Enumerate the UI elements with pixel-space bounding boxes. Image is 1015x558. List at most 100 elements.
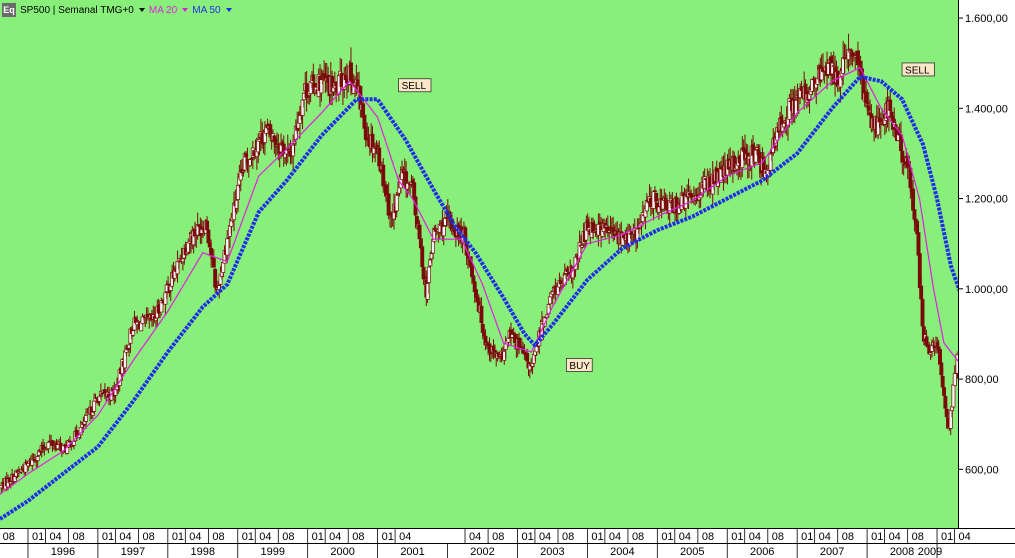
candle <box>503 343 508 350</box>
candle <box>441 226 446 237</box>
chart-header: Eq SP500 | Semanal TMG+0 MA 20 MA 50 <box>2 2 236 18</box>
candle <box>46 441 51 450</box>
x-month-label: 01 <box>801 531 813 543</box>
candle <box>58 442 63 445</box>
x-month-label: 08 <box>772 531 784 543</box>
candle <box>211 258 216 268</box>
x-month-label: 01 <box>312 531 324 543</box>
candle <box>511 332 516 334</box>
x-year-label: 1998 <box>191 546 215 558</box>
candle <box>506 337 511 343</box>
ma20-line <box>0 67 969 495</box>
candle <box>652 190 657 192</box>
candle <box>427 266 431 283</box>
candle <box>849 49 854 52</box>
candle <box>548 296 552 305</box>
x-month-label: 01 <box>941 531 953 543</box>
x-month-label: 08 <box>702 531 714 543</box>
candle <box>236 185 240 200</box>
candle <box>158 313 162 316</box>
plot-area <box>0 0 958 528</box>
signal-sell-box <box>901 62 935 77</box>
x-month-label: 08 <box>562 531 574 543</box>
x-year-label: 2005 <box>680 546 704 558</box>
x-year-label: 2003 <box>540 546 564 558</box>
candle <box>920 298 925 327</box>
candle <box>768 153 773 171</box>
candle <box>300 99 305 116</box>
signal-sell-label: SELL <box>402 81 427 92</box>
x-month-label: 04 <box>679 531 691 543</box>
x-month-label: 04 <box>749 531 761 543</box>
x-month-label: 01 <box>591 531 603 543</box>
ma20-dropdown-icon[interactable] <box>182 8 189 12</box>
x-month-label: 08 <box>3 531 15 543</box>
x-month-label: 04 <box>889 531 901 543</box>
ma50-label: MA 50 <box>192 4 221 16</box>
y-tick-label: 600,00 <box>965 464 999 476</box>
candle <box>952 373 957 386</box>
x-month-label: 04 <box>119 531 131 543</box>
candle <box>381 164 386 187</box>
x-month-label: 01 <box>731 531 743 543</box>
candles-group <box>0 33 971 495</box>
x-month-label: 04 <box>469 531 481 543</box>
candle <box>654 192 659 202</box>
candle <box>919 285 924 300</box>
x-month-label: 08 <box>352 531 364 543</box>
candle <box>924 336 929 346</box>
candle <box>479 305 484 323</box>
y-tick-label: 1.000,00 <box>965 284 1008 296</box>
x-month-label: 01 <box>382 531 394 543</box>
candle <box>420 246 425 268</box>
x-month-label: 08 <box>73 531 85 543</box>
x-month-label: 01 <box>661 531 673 543</box>
candle <box>940 375 945 388</box>
y-axis-panel <box>958 0 1015 528</box>
y-tick-label: 1.400,00 <box>965 103 1008 115</box>
candle <box>413 196 418 216</box>
x-month-label: 01 <box>871 531 883 543</box>
candle <box>943 395 948 409</box>
candle <box>102 389 107 393</box>
x-month-label: 01 <box>521 531 533 543</box>
x-month-label: 08 <box>492 531 504 543</box>
x-year-label: 2007 <box>820 546 844 558</box>
candle <box>159 300 164 313</box>
symbol-dropdown-icon[interactable] <box>138 8 145 12</box>
x-month-label: 08 <box>142 531 154 543</box>
candle <box>206 229 211 244</box>
candle <box>166 283 171 286</box>
x-month-label: 01 <box>172 531 184 543</box>
symbol-label: SP500 | Semanal TMG+0 <box>20 4 134 16</box>
x-year-label: 2000 <box>330 546 354 558</box>
candle <box>92 400 97 412</box>
signal-buy-label: BUY <box>569 361 590 372</box>
signal-sell-label: SELL <box>905 65 930 76</box>
ma50-dropdown-icon[interactable] <box>225 8 232 12</box>
x-month-label: 04 <box>399 531 411 543</box>
x-month-label: 04 <box>329 531 341 543</box>
x-month-label: 01 <box>102 531 114 543</box>
x-month-label: 08 <box>632 531 644 543</box>
candle <box>84 415 89 422</box>
y-tick-label: 800,00 <box>965 374 999 386</box>
x-month-label: 04 <box>49 531 61 543</box>
x-year-label: 2009 <box>918 546 942 558</box>
candle <box>888 99 893 111</box>
x-year-label: 2008 <box>890 546 914 558</box>
eq-icon[interactable]: Eq <box>2 3 16 17</box>
x-month-label: 04 <box>959 531 971 543</box>
candle <box>319 79 324 94</box>
candle <box>908 167 913 188</box>
x-month-label: 08 <box>212 531 224 543</box>
candle <box>72 441 76 446</box>
x-year-label: 2002 <box>470 546 494 558</box>
candle <box>225 238 230 256</box>
candle <box>842 57 847 60</box>
candle <box>394 194 399 212</box>
candle <box>67 440 72 443</box>
x-month-label: 04 <box>189 531 201 543</box>
x-year-label: 2006 <box>750 546 774 558</box>
